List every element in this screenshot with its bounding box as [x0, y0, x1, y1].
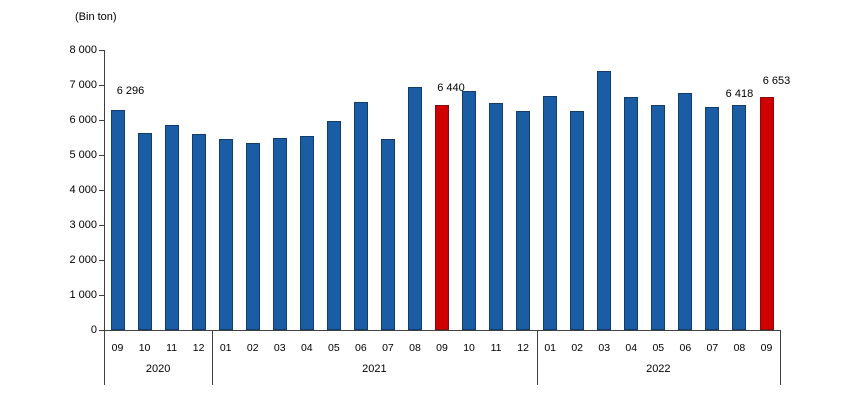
- y-tick-mark: [99, 190, 104, 191]
- x-month-label: 07: [382, 342, 394, 354]
- bar-2021-08: [408, 86, 422, 331]
- y-tick-mark: [99, 295, 104, 296]
- bar-2022-05: [651, 105, 666, 330]
- x-month-label: 06: [679, 342, 692, 354]
- x-month-label: 08: [409, 342, 421, 354]
- x-month-label: 12: [517, 342, 529, 354]
- x-month-label: 08: [733, 342, 746, 354]
- bar-2022-03: [597, 71, 612, 330]
- y-tick-label: 2 000: [69, 254, 97, 266]
- bar-2021-01: [218, 139, 233, 331]
- bar-value-label: 6 296: [116, 84, 145, 97]
- y-tick-mark: [99, 330, 104, 331]
- x-month-label: 04: [300, 342, 313, 354]
- x-month-label: 03: [273, 342, 286, 354]
- x-month-label: 01: [544, 342, 556, 354]
- y-tick-label: 1 000: [69, 289, 97, 301]
- x-year-label-2022: 2022: [646, 363, 671, 375]
- x-month-label: 04: [625, 342, 638, 354]
- x-month-label: 03: [598, 342, 611, 354]
- bar-2021-10: [462, 90, 476, 330]
- x-month-label: 01: [219, 342, 232, 354]
- bar-value-label: 6 418: [725, 88, 754, 101]
- bar-2021-02: [245, 142, 260, 331]
- x-month-label: 09: [111, 342, 124, 354]
- y-axis-line: [104, 50, 105, 385]
- bar-2022-07: [705, 107, 720, 330]
- bar-2021-06: [353, 101, 368, 330]
- y-tick-label: 0: [90, 324, 97, 336]
- y-tick-label: 8 000: [69, 44, 97, 56]
- bar-2021-11: [489, 102, 504, 330]
- y-axis-unit-label: (Bin ton): [75, 11, 117, 23]
- bar-2021-09: [435, 104, 449, 330]
- bar-2020-09: [110, 109, 125, 330]
- y-tick-mark: [99, 225, 104, 226]
- y-tick-label: 4 000: [69, 184, 97, 196]
- bar-2020-10: [137, 132, 152, 330]
- y-tick-mark: [99, 120, 104, 121]
- bar-2021-12: [516, 110, 531, 330]
- x-month-label: 09: [760, 342, 773, 354]
- bar-2021-03: [272, 137, 287, 330]
- bar-2020-12: [191, 133, 206, 330]
- year-group-separator: [536, 330, 538, 385]
- x-year-label-2020: 2020: [145, 363, 171, 375]
- x-year-label-2021: 2021: [362, 363, 387, 375]
- x-month-label: 06: [355, 342, 367, 354]
- x-month-label: 02: [246, 342, 259, 354]
- x-month-label: 09: [436, 342, 448, 354]
- year-group-separator: [780, 330, 781, 385]
- x-axis-line: [104, 330, 781, 331]
- bar-2022-02: [570, 111, 585, 331]
- bar-2021-05: [326, 121, 341, 330]
- bar-value-label: 6 653: [762, 75, 791, 88]
- bar-2022-08: [732, 105, 747, 330]
- bar-2022-06: [678, 93, 693, 330]
- x-month-label: 07: [706, 342, 719, 354]
- x-month-label: 10: [463, 342, 475, 354]
- y-tick-mark: [99, 260, 104, 261]
- x-month-label: 11: [490, 342, 502, 354]
- x-month-label: 05: [652, 342, 665, 354]
- x-month-label: 05: [327, 342, 340, 354]
- y-tick-mark: [99, 85, 104, 86]
- y-tick-label: 5 000: [69, 149, 97, 161]
- bar-2022-01: [543, 96, 558, 330]
- x-month-label: 12: [192, 342, 205, 354]
- y-tick-label: 6 000: [69, 114, 97, 126]
- bar-2021-07: [380, 138, 395, 330]
- bar-2021-04: [299, 136, 314, 330]
- x-month-label: 10: [138, 342, 151, 354]
- bar-2022-04: [624, 97, 639, 331]
- y-tick-label: 3 000: [69, 219, 97, 231]
- y-tick-label: 7 000: [69, 79, 97, 91]
- year-group-separator: [212, 330, 214, 385]
- x-month-label: 02: [571, 342, 584, 354]
- y-tick-mark: [99, 50, 104, 51]
- x-month-label: 11: [166, 342, 178, 354]
- y-tick-mark: [99, 155, 104, 156]
- bar-2020-11: [164, 124, 179, 330]
- bar-value-label: 6 440: [437, 81, 465, 94]
- bar-2022-09: [759, 97, 774, 330]
